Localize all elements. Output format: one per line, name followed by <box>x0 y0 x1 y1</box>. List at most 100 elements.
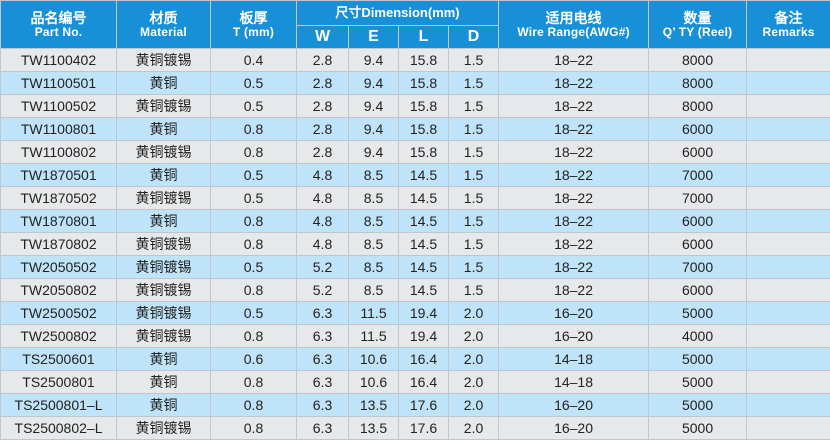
cell-qty: 6000 <box>648 232 748 256</box>
cell-material: 黄铜镀锡 <box>116 94 211 118</box>
cell-d: 1.5 <box>447 209 500 233</box>
header-dimension: 尺寸Dimension(mm) <box>295 0 500 26</box>
cell-thickness: 0.4 <box>210 48 297 72</box>
cell-w: 4.8 <box>296 186 349 210</box>
cell-wire-range: 18–22 <box>498 232 650 256</box>
cell-d: 1.5 <box>447 48 500 72</box>
cell-thickness: 0.8 <box>210 140 297 164</box>
cell-part-no: TW2050502 <box>0 255 117 279</box>
cell-thickness: 0.8 <box>210 416 297 440</box>
cell-wire-range: 18–22 <box>498 163 650 187</box>
cell-w: 2.8 <box>296 71 349 95</box>
cell-l: 14.5 <box>398 278 449 302</box>
cell-material: 黄铜镀锡 <box>116 324 211 348</box>
cell-remarks <box>746 94 830 118</box>
cell-material: 黄铜镀锡 <box>116 48 211 72</box>
cell-thickness: 0.5 <box>210 163 297 187</box>
cell-e: 9.4 <box>348 94 399 118</box>
cell-wire-range: 18–22 <box>498 117 650 141</box>
cell-d: 2.0 <box>447 347 500 371</box>
cell-wire-range: 16–20 <box>498 416 650 440</box>
cell-e: 9.4 <box>348 117 399 141</box>
cell-l: 15.8 <box>398 48 449 72</box>
cell-material: 黄铜 <box>116 163 211 187</box>
cell-material: 黄铜镀锡 <box>116 232 211 256</box>
header-dim-d: D <box>447 25 500 49</box>
cell-e: 8.5 <box>348 209 399 233</box>
cell-remarks <box>746 255 830 279</box>
cell-e: 11.5 <box>348 324 399 348</box>
cell-qty: 7000 <box>648 255 748 279</box>
cell-thickness: 0.8 <box>210 370 297 394</box>
cell-wire-range: 14–18 <box>498 370 650 394</box>
cell-e: 10.6 <box>348 370 399 394</box>
cell-part-no: TW1870501 <box>0 163 117 187</box>
table-body: TW1100402 黄铜镀锡 0.4 2.8 9.4 15.8 1.5 18–22 8000 TW… <box>0 48 830 440</box>
cell-w: 2.8 <box>296 140 349 164</box>
cell-thickness: 0.5 <box>210 301 297 325</box>
cell-qty: 5000 <box>648 393 748 417</box>
cell-remarks <box>746 209 830 233</box>
cell-wire-range: 16–20 <box>498 393 650 417</box>
cell-qty: 4000 <box>648 324 748 348</box>
table-row: TS2500601 黄铜 0.6 6.3 10.6 16.4 2.0 14–18 5000 <box>0 347 830 371</box>
cell-part-no: TS2500801 <box>0 370 117 394</box>
cell-wire-range: 18–22 <box>498 278 650 302</box>
table-row: TW2500502 黄铜镀锡 0.5 6.3 11.5 19.4 2.0 16–20 5000 <box>0 301 830 325</box>
cell-d: 1.5 <box>447 163 500 187</box>
cell-l: 14.5 <box>398 232 449 256</box>
cell-d: 2.0 <box>447 301 500 325</box>
cell-w: 6.3 <box>296 393 349 417</box>
cell-l: 15.8 <box>398 71 449 95</box>
cell-wire-range: 16–20 <box>498 301 650 325</box>
cell-e: 8.5 <box>348 186 399 210</box>
cell-d: 2.0 <box>447 324 500 348</box>
cell-l: 14.5 <box>398 186 449 210</box>
cell-wire-range: 18–22 <box>498 71 650 95</box>
cell-e: 13.5 <box>348 416 399 440</box>
cell-d: 2.0 <box>447 370 500 394</box>
cell-l: 16.4 <box>398 370 449 394</box>
table-row: TW2050802 黄铜镀锡 0.8 5.2 8.5 14.5 1.5 18–22 6000 <box>0 278 830 302</box>
cell-qty: 5000 <box>648 370 748 394</box>
header-dim-w: W <box>296 25 349 49</box>
header-part-no: 品名编号 Part No. <box>0 0 117 49</box>
table-row: TS2500801 黄铜 0.8 6.3 10.6 16.4 2.0 14–18 5000 <box>0 370 830 394</box>
cell-e: 8.5 <box>348 255 399 279</box>
cell-w: 6.3 <box>296 347 349 371</box>
table-row: TW2500802 黄铜镀锡 0.8 6.3 11.5 19.4 2.0 16–20 4000 <box>0 324 830 348</box>
cell-thickness: 0.8 <box>210 232 297 256</box>
cell-wire-range: 16–20 <box>498 324 650 348</box>
cell-w: 6.3 <box>296 370 349 394</box>
table-row: TS2500801–L 黄铜 0.8 6.3 13.5 17.6 2.0 16–20 5000 <box>0 393 830 417</box>
cell-l: 19.4 <box>398 301 449 325</box>
cell-thickness: 0.5 <box>210 94 297 118</box>
table-row: TW1100402 黄铜镀锡 0.4 2.8 9.4 15.8 1.5 18–22 8000 <box>0 48 830 72</box>
cell-thickness: 0.8 <box>210 393 297 417</box>
header-thickness: 板厚 T (mm) <box>210 0 297 49</box>
table-row: TW1870802 黄铜镀锡 0.8 4.8 8.5 14.5 1.5 18–22 6000 <box>0 232 830 256</box>
cell-material: 黄铜 <box>116 370 211 394</box>
cell-part-no: TW1100801 <box>0 117 117 141</box>
cell-e: 10.6 <box>348 347 399 371</box>
header-remarks: 备注 Remarks <box>746 0 830 49</box>
cell-remarks <box>746 48 830 72</box>
cell-d: 1.5 <box>447 117 500 141</box>
cell-qty: 7000 <box>648 186 748 210</box>
table-row: TW1870501 黄铜 0.5 4.8 8.5 14.5 1.5 18–22 7000 <box>0 163 830 187</box>
cell-d: 1.5 <box>447 232 500 256</box>
cell-material: 黄铜镀锡 <box>116 255 211 279</box>
cell-e: 11.5 <box>348 301 399 325</box>
cell-qty: 5000 <box>648 301 748 325</box>
cell-material: 黄铜镀锡 <box>116 186 211 210</box>
cell-remarks <box>746 163 830 187</box>
cell-remarks <box>746 232 830 256</box>
cell-thickness: 0.8 <box>210 324 297 348</box>
cell-remarks <box>746 140 830 164</box>
cell-l: 15.8 <box>398 94 449 118</box>
table-row: TW1870801 黄铜 0.8 4.8 8.5 14.5 1.5 18–22 6000 <box>0 209 830 233</box>
table-row: TS2500802–L 黄铜镀锡 0.8 6.3 13.5 17.6 2.0 16–20 500… <box>0 416 830 440</box>
cell-d: 1.5 <box>447 255 500 279</box>
cell-qty: 8000 <box>648 94 748 118</box>
